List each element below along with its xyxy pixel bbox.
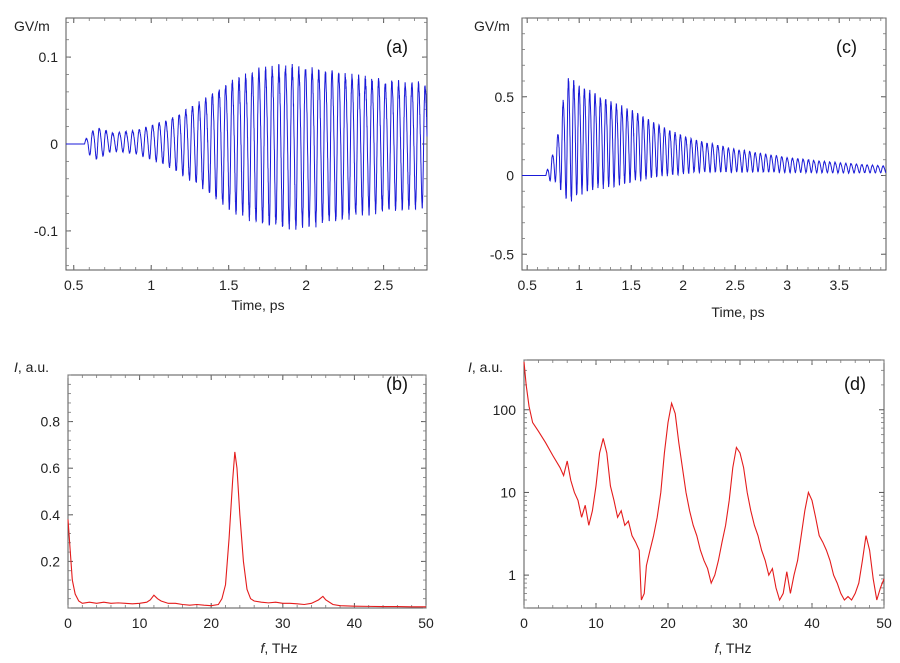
x-tick-label: 1: [147, 277, 155, 293]
panel-label-b: (b): [386, 374, 408, 394]
x-tick-label: 3: [783, 277, 791, 293]
axis-ticks-b: 0 10 20 30 40 50 0.8 0.6 0.4 0.2: [41, 374, 434, 631]
x-tick-label: 50: [418, 615, 434, 631]
x-tick-label: 1.5: [621, 277, 641, 293]
y-tick-label: 100: [493, 402, 517, 418]
y-axis-label-d: I, a.u.: [468, 359, 503, 375]
y-axis-label-d-symbol: I: [468, 359, 472, 375]
y-tick-label: 0.2: [41, 553, 61, 569]
y-axis-label-b-symbol: I: [14, 359, 18, 375]
y-tick-label: 0.4: [41, 507, 61, 523]
y-tick-label: 0: [506, 168, 514, 184]
y-tick-label: -0.5: [490, 246, 514, 262]
axis-ticks-d: 0 10 20 30 40 50 100 10 1: [493, 359, 892, 631]
x-tick-label: 3.5: [829, 277, 849, 293]
panel-d: I, a.u. f, THz (d) 0 10 20 30 40 50 100 10 1: [468, 359, 892, 656]
x-axis-label-c: Time, ps: [711, 304, 764, 320]
y-tick-label: 0.1: [39, 49, 59, 65]
y-tick-label: 1: [508, 567, 516, 583]
y-tick-label: 0.5: [495, 89, 515, 105]
x-tick-label: 2: [679, 277, 687, 293]
y-tick-label: 10: [500, 484, 516, 500]
axis-ticks-a: 0.5 1 1.5 2 2.5 0.1 0 -0.1: [34, 18, 427, 293]
y-tick-label: -0.1: [34, 223, 58, 239]
y-tick-label: 0.6: [41, 460, 61, 476]
y-axis-label-b: I, a.u.: [14, 359, 49, 375]
plot-frame-a: [65, 17, 428, 271]
y-tick-label: 0: [50, 136, 58, 152]
x-axis-label-b-symbol: f: [260, 640, 266, 656]
panel-label-c: (c): [836, 37, 857, 57]
x-tick-label: 0.5: [64, 277, 84, 293]
x-tick-label: 2.5: [725, 277, 745, 293]
x-tick-label: 1: [575, 277, 583, 293]
panel-b: I, a.u. f, THz (b) 0 10 20 30 40 500.80.60.40…: [14, 359, 434, 656]
x-axis-label-d: f, THz: [714, 640, 751, 656]
x-axis-label-d-symbol: f: [714, 640, 720, 656]
panel-label-a: (a): [386, 37, 408, 57]
x-tick-label: 0.5: [517, 277, 537, 293]
y-tick-label: 0.8: [41, 414, 61, 430]
x-tick-label: 10: [588, 615, 604, 631]
x-tick-label: 40: [347, 615, 363, 631]
spectrum-b: [67, 451, 426, 608]
x-tick-label: 50: [876, 615, 892, 631]
x-tick-label: 0: [64, 615, 72, 631]
y-axis-label-b-unit: , a.u.: [18, 359, 49, 375]
y-axis-label-a: GV/m: [14, 18, 50, 34]
x-tick-label: 20: [660, 615, 676, 631]
x-tick-label: 10: [132, 615, 148, 631]
plot-frame-d: [523, 359, 885, 609]
x-axis-label-d-unit: , THz: [718, 640, 751, 656]
x-axis-label-a: Time, ps: [231, 297, 284, 313]
x-tick-label: 30: [275, 615, 291, 631]
panel-a: GV/m Time, ps (a) 0.5 1 1.5 2 2.5 0.1 0 -0.1: [14, 17, 428, 313]
panel-c: GV/m Time, ps (c) 0.5 1 1.5 2 2.5 3 3.5 0.5 0 -0.…: [474, 17, 887, 320]
y-axis-label-d-unit: , a.u.: [472, 359, 503, 375]
axis-ticks-c: 0.5 1 1.5 2 2.5 3 3.5 0.5 0 -0.5: [490, 17, 886, 293]
x-tick-label: 40: [804, 615, 820, 631]
x-tick-label: 1.5: [219, 277, 239, 293]
x-tick-label: 0: [520, 615, 528, 631]
x-axis-label-b-unit: , THz: [264, 640, 297, 656]
waveform-a: [66, 64, 428, 230]
x-tick-label: 2: [302, 277, 310, 293]
x-tick-label: 20: [203, 615, 219, 631]
waveform-c: [522, 78, 887, 202]
plot-frame-b: [67, 374, 427, 609]
panel-label-d: (d): [844, 374, 866, 394]
plot-frame-c: [521, 17, 887, 271]
x-tick-label: 2.5: [374, 277, 394, 293]
x-tick-label: 30: [732, 615, 748, 631]
spectrum-d: [523, 361, 885, 602]
y-axis-label-c: GV/m: [474, 18, 510, 34]
x-axis-label-b: f, THz: [260, 640, 297, 656]
